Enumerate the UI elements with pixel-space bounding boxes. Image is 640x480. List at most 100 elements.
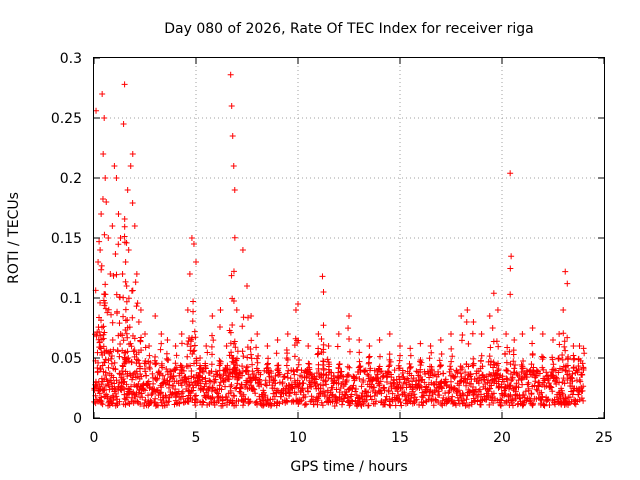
data-point: [133, 271, 140, 277]
data-point: [575, 363, 582, 370]
data-point: [421, 379, 428, 386]
data-point: [245, 371, 252, 378]
data-point: [125, 399, 132, 406]
data-point: [146, 343, 153, 349]
data-point: [253, 355, 260, 362]
data-point: [337, 384, 344, 391]
data-point: [256, 377, 263, 384]
data-point: [125, 295, 132, 302]
data-point: [237, 384, 244, 391]
data-point: [197, 364, 204, 371]
data-point: [529, 340, 536, 347]
data-point: [210, 373, 217, 380]
data-point: [120, 363, 127, 370]
data-point: [540, 354, 547, 361]
data-point: [249, 361, 256, 368]
data-point: [145, 378, 152, 385]
data-point: [570, 365, 577, 372]
data-point: [143, 372, 150, 379]
data-point: [102, 300, 109, 307]
data-point: [255, 352, 262, 359]
data-point: [108, 379, 115, 386]
data-point: [126, 324, 133, 331]
data-point: [138, 347, 145, 354]
data-point: [295, 384, 302, 391]
data-point: [328, 369, 335, 376]
data-point: [133, 303, 140, 310]
data-point: [329, 392, 336, 399]
data-point: [457, 363, 464, 370]
y-tick-label: 0.25: [51, 111, 82, 127]
data-point: [564, 362, 571, 369]
data-point: [106, 349, 113, 356]
data-point: [544, 396, 551, 403]
data-point: [226, 366, 233, 373]
data-point: [232, 385, 239, 392]
data-point: [116, 353, 123, 360]
data-point: [580, 365, 587, 372]
data-point: [163, 365, 170, 372]
data-point: [196, 365, 203, 372]
data-point: [98, 381, 105, 388]
data-point: [546, 402, 553, 409]
data-point: [209, 384, 216, 391]
data-point: [229, 399, 236, 406]
data-point: [109, 223, 116, 229]
data-point: [344, 371, 351, 378]
data-point: [464, 392, 471, 399]
data-point: [231, 234, 238, 241]
data-point: [251, 386, 258, 393]
data-point: [218, 386, 225, 393]
data-point: [470, 362, 477, 369]
ticks-layer: 0 5 10 15 20 25 0 0.05 0.1 0.15 0.2 0.25 0.3: [51, 51, 613, 446]
data-point: [349, 398, 356, 405]
data-point: [301, 401, 308, 408]
data-point: [114, 348, 121, 355]
data-point: [108, 360, 115, 367]
data-point: [339, 401, 346, 408]
data-point: [244, 283, 250, 289]
data-point: [320, 358, 327, 365]
data-point: [100, 343, 107, 350]
data-point: [189, 334, 196, 341]
data-point: [389, 390, 396, 397]
data-point: [125, 247, 132, 253]
data-point: [202, 364, 209, 371]
data-point: [320, 346, 327, 353]
data-point: [490, 390, 497, 397]
data-point: [284, 331, 291, 337]
data-point: [199, 374, 206, 381]
data-point: [242, 395, 249, 402]
data-point: [345, 372, 352, 379]
data-point: [333, 386, 340, 393]
data-point: [346, 348, 353, 355]
data-point: [547, 383, 554, 390]
data-point: [520, 392, 527, 399]
data-point: [105, 357, 112, 364]
data-point: [113, 175, 120, 181]
data-point: [455, 397, 462, 404]
data-point: [101, 115, 108, 121]
data-point: [395, 392, 402, 399]
data-point: [281, 374, 288, 381]
data-point: [99, 91, 106, 97]
data-point: [219, 402, 226, 409]
data-point: [136, 360, 143, 367]
data-point: [525, 379, 532, 386]
data-point: [503, 359, 510, 366]
data-point: [206, 377, 213, 384]
data-point: [487, 385, 494, 392]
data-point: [436, 357, 443, 364]
data-point: [266, 379, 273, 386]
data-point: [479, 363, 486, 370]
data-point: [525, 385, 532, 392]
data-point: [407, 352, 414, 359]
data-point: [529, 325, 536, 331]
data-point: [264, 361, 271, 368]
data-point: [397, 399, 404, 406]
data-point: [463, 361, 470, 368]
data-point: [116, 320, 123, 327]
data-point: [216, 362, 223, 369]
y-tick-label: 0: [73, 411, 82, 427]
data-point: [244, 363, 251, 370]
